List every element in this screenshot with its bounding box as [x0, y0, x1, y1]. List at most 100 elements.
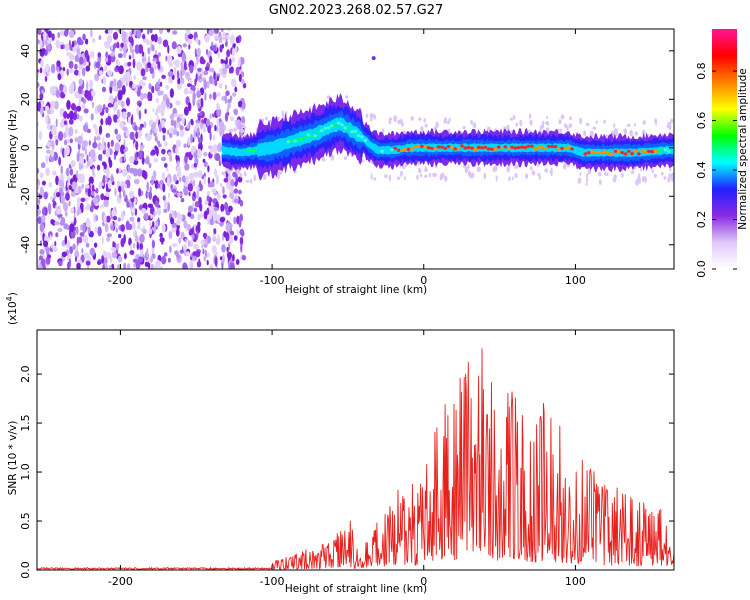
spectrogram-speckle-mark	[221, 171, 224, 175]
spectrogram-noise-mark	[217, 214, 221, 224]
spectrogram-noise-mark	[194, 201, 200, 208]
spectrogram-noise-mark	[91, 184, 95, 192]
spectrogram-noise-mark	[206, 80, 210, 89]
spectrogram-noise-mark	[114, 128, 118, 135]
spectrogram-speckle-mark	[470, 119, 473, 125]
ridge-peak-mark	[543, 146, 548, 151]
spectrogram-noise-mark	[99, 144, 105, 151]
spectrogram-noise-mark	[79, 232, 85, 237]
spectrogram-noise-mark	[83, 108, 89, 114]
spectrogram-noise-mark	[76, 105, 82, 112]
spectrogram-noise-mark	[71, 40, 75, 48]
spectrogram-noise-mark	[230, 230, 235, 236]
spectrogram-noise-mark	[236, 229, 239, 237]
spectrogram-noise-mark	[115, 243, 120, 251]
spectrogram-noise-mark	[45, 246, 50, 257]
ridge-peak-mark	[660, 147, 664, 151]
spectrogram-noise-mark	[79, 115, 83, 122]
spectrogram-noise-mark	[238, 218, 242, 228]
colorbar-tick-label: 0.8	[695, 62, 708, 80]
spectrogram-noise-mark	[216, 76, 219, 82]
spectrogram-noise-mark	[214, 124, 217, 132]
spectrogram-noise-mark	[152, 221, 155, 228]
ridge-peak-mark	[566, 145, 571, 149]
spectrogram-noise-mark	[37, 29, 42, 36]
spectrogram-noise-mark	[91, 89, 96, 97]
ridge-peak-mark	[346, 125, 351, 129]
ridge-peak-mark	[380, 149, 384, 153]
spectrogram-noise-mark	[218, 83, 223, 89]
spectrogram-noise-mark	[136, 241, 139, 251]
spectrogram-noise-mark	[158, 265, 163, 269]
spectrogram-noise-mark	[164, 163, 168, 168]
spectrogram-noise-mark	[233, 235, 238, 241]
snr-y-tick-label: 0.5	[19, 512, 32, 530]
spectrogram-noise-mark	[171, 188, 177, 193]
spectrogram-noise-mark	[95, 187, 99, 194]
spectrogram-noise-mark	[160, 90, 164, 96]
spectrogram-noise-mark	[239, 200, 244, 207]
spectrogram-noise-mark	[240, 242, 243, 253]
spectrogram-speckle-mark	[234, 119, 238, 126]
spectrogram-speckle-mark	[486, 126, 491, 132]
snr-frame	[36, 329, 675, 571]
spectrogram-noise-mark	[187, 102, 192, 112]
spectrogram-noise-mark	[176, 131, 179, 137]
spectrogram-noise-mark	[172, 30, 178, 35]
spectrogram-noise-mark	[63, 120, 67, 125]
ridge-peak-mark	[637, 152, 641, 156]
ridge-peak-mark	[323, 126, 328, 130]
spectrogram-noise-mark	[213, 207, 218, 212]
ridge-peak-mark	[490, 147, 494, 151]
spectrogram-noise-mark	[146, 62, 152, 69]
spectrogram-noise-mark	[42, 207, 46, 216]
spectrogram-noise-mark	[110, 52, 115, 57]
spectrogram-noise-mark	[125, 220, 130, 231]
ridge-peak-mark	[446, 144, 451, 149]
spectrogram-noise-mark	[55, 39, 61, 49]
spectrogram-noise-mark	[116, 118, 120, 124]
spectrogram-noise-mark	[95, 126, 98, 136]
spectrogram-noise-mark	[169, 88, 174, 98]
spectrogram-noise-mark	[233, 198, 239, 204]
spectrogram-noise-mark	[188, 90, 194, 95]
spectrogram-noise-mark	[231, 56, 235, 63]
spectrogram-noise-mark	[162, 39, 169, 48]
spectrogram-noise-mark	[123, 139, 126, 148]
spectrogram-x-tick-label: -100	[260, 274, 285, 287]
spectrogram-noise-mark	[180, 61, 184, 69]
spectrogram-noise-mark	[206, 260, 209, 266]
spectrogram-noise-mark	[78, 156, 84, 164]
spectrogram-noise-mark	[138, 110, 142, 120]
spectrogram-noise-mark	[121, 31, 127, 41]
spectrogram-noise-mark	[47, 235, 50, 243]
spectrogram-noise-mark	[183, 189, 189, 196]
spectrogram-noise-mark	[226, 246, 229, 252]
spectrogram-noise-mark	[199, 112, 203, 117]
spectrogram-noise-mark	[238, 189, 242, 195]
spectrogram-noise-mark	[135, 131, 139, 140]
spectrogram-noise-mark	[105, 51, 109, 58]
spectrogram-noise-mark	[124, 197, 128, 202]
spectrogram-noise-mark	[206, 118, 211, 127]
spectrogram-noise-mark	[74, 90, 80, 99]
spectrogram-noise-mark	[74, 128, 78, 135]
spectrogram-speckle-mark	[242, 129, 245, 133]
spectrogram-noise-mark	[113, 101, 119, 111]
spectrogram-noise-mark	[176, 70, 180, 79]
spectrogram-noise-mark	[129, 216, 135, 222]
ridge-peak-mark	[510, 145, 514, 149]
spectrogram-y-tick-label: 20	[19, 92, 32, 106]
ridge-peak-mark	[360, 135, 364, 139]
snr-x-axis-label: Height of straight line (km)	[285, 583, 427, 595]
spectrogram-noise-mark	[147, 203, 154, 209]
spectrogram-frame	[36, 28, 675, 270]
spectrogram-noise-mark	[212, 91, 217, 101]
spectrogram-x-axis-label: Height of straight line (km)	[285, 284, 427, 296]
spectrogram-speckle-mark	[544, 168, 549, 173]
ridge-peak-mark	[293, 139, 297, 143]
spectrogram-noise-mark	[232, 47, 235, 57]
ridge-peak-mark	[627, 149, 631, 153]
spectrogram-noise-mark	[196, 186, 200, 191]
spectrogram-noise-mark	[177, 77, 181, 85]
